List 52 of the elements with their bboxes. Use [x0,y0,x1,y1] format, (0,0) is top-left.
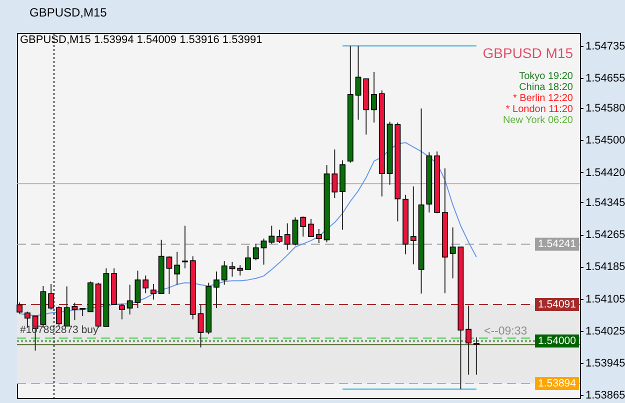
text: China 18:20 [519,82,574,93]
candlestick [142,275,149,294]
candlestick [214,271,220,309]
y-tick-label: 1.54025 [586,325,625,338]
text: * Berlin 12:20 [512,93,574,104]
candlestick [119,303,125,320]
candlestick [166,256,172,294]
candlestick [284,222,290,250]
text: * London 11:20 [506,104,574,115]
y-tick-label: 1.54655 [586,72,625,84]
ref-line-label: 1.54000 [538,334,576,347]
candlestick [268,225,275,244]
candlestick [221,260,228,286]
candlestick [466,305,472,376]
candlestick [252,243,259,261]
candlestick [245,245,251,270]
candlestick [473,336,480,376]
ref-line-label: 1.54241 [538,238,576,250]
text: Tokyo 19:20 [519,71,574,82]
text: GBPUSD M15 [482,45,574,61]
candlestick [174,251,180,286]
candlestick [332,148,338,199]
candlestick [260,238,267,266]
text: New York 06:20 [502,115,574,126]
candlestick [198,304,204,348]
candlestick [300,216,306,238]
y-tick-label: 1.54580 [586,102,625,115]
y-tick-label: 1.54185 [586,261,625,274]
candlestick [371,71,377,124]
y-tick-label: 1.54420 [586,166,625,179]
candlestick [410,186,416,265]
y-tick-label: 1.53865 [586,390,625,402]
candlestick [150,283,156,300]
y-tick-label: 1.54105 [586,293,625,306]
annotation: <--09:33 [484,326,528,338]
y-tick-label: 1.54345 [586,196,625,209]
candlestick [276,229,282,244]
candlestick [308,218,314,238]
ref-line-label: 1.54091 [538,298,576,310]
candlestick [237,264,244,276]
candlestick [126,284,133,315]
chart-subtitle: GBPUSD,M15 1.53994 1.54009 1.53916 1.53991 [20,34,262,46]
y-tick-label: 1.54265 [586,229,625,242]
chart-title: GBPUSD,M15 [30,6,108,20]
candlestick [134,270,141,309]
y-tick-label: 1.54500 [586,134,625,147]
candlestick [355,45,362,120]
candlestick [182,225,188,269]
candlestick [316,228,322,244]
y-tick-label: 1.53945 [586,358,625,370]
ref-line-label: 1.53894 [538,378,576,390]
y-tick-label: 1.54735 [586,40,625,52]
